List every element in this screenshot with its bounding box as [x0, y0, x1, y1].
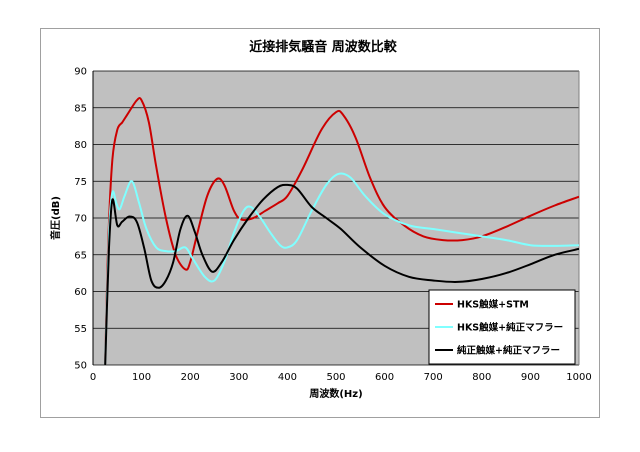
series-line-0: [104, 97, 579, 365]
x-tick-label-3: 300: [229, 372, 248, 383]
x-tick-label-4: 400: [278, 372, 297, 383]
series-layer: [104, 97, 579, 365]
x-tick-label-9: 900: [521, 372, 540, 383]
y-tick-label-6: 80: [74, 140, 87, 151]
x-tick-label-5: 500: [326, 372, 345, 383]
x-axis-label: 周波数(Hz): [309, 387, 362, 400]
x-tick-label-7: 700: [424, 372, 443, 383]
grid-lines: [92, 70, 580, 366]
legend-box: [428, 289, 576, 365]
y-axis-label: 音圧(dB): [49, 196, 62, 240]
x-tick-label-1: 100: [132, 372, 151, 383]
series-line-2: [104, 183, 579, 365]
y-tick-label-0: 50: [74, 361, 87, 372]
chart-title: 近接排気騒音 周波数比較: [249, 39, 398, 55]
x-tick-label-2: 200: [181, 372, 200, 383]
x-tick-label-10: 1000: [566, 372, 591, 383]
legend-label-0: HKS触媒+STM: [457, 299, 529, 311]
y-tick-label-8: 90: [74, 67, 87, 78]
y-tick-label-2: 60: [74, 287, 87, 298]
y-tick-label-7: 85: [74, 103, 87, 114]
x-tick-label-6: 600: [375, 372, 394, 383]
chart-frame: 近接排気騒音 周波数比較 50 55 60 65 70 75 80 85 90 0 100 200 30…: [40, 28, 600, 418]
y-tick-label-3: 65: [74, 250, 87, 261]
x-tick-label-8: 800: [472, 372, 491, 383]
y-tick-label-4: 70: [74, 214, 87, 225]
y-tick-label-1: 55: [74, 324, 87, 335]
x-tick-label-0: 0: [90, 372, 96, 383]
legend-label-2: 純正触媒+純正マフラー: [457, 345, 560, 357]
legend-label-1: HKS触媒+純正マフラー: [457, 322, 563, 334]
series-line-1: [104, 172, 579, 365]
y-tick-label-5: 75: [74, 177, 87, 188]
